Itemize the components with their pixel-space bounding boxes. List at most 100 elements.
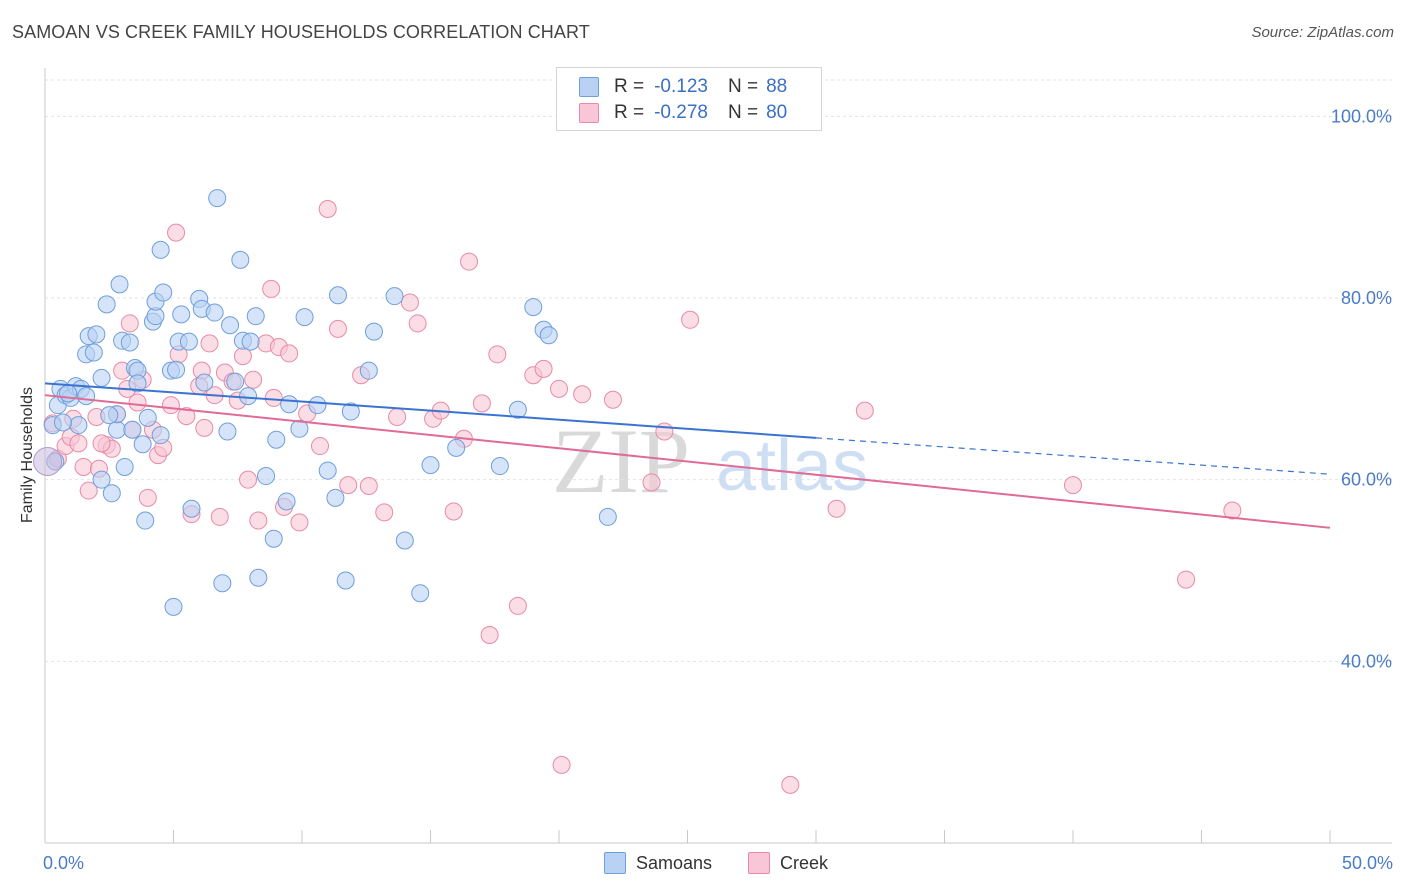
samoans-point xyxy=(133,435,152,454)
samoans-point xyxy=(326,488,345,507)
samoans-point xyxy=(447,438,466,457)
creek-point xyxy=(488,345,507,364)
samoans-point xyxy=(277,492,296,511)
samoans-point xyxy=(138,408,157,427)
samoans-point xyxy=(221,316,240,335)
samoans-point xyxy=(92,470,111,489)
creek-point xyxy=(472,394,491,413)
samoans-point xyxy=(167,360,186,379)
creek-point xyxy=(681,310,700,329)
samoans-point xyxy=(385,287,404,306)
creek-point xyxy=(359,477,378,496)
creek-point xyxy=(167,223,186,242)
samoans-point xyxy=(308,396,327,415)
samoans-point xyxy=(336,571,355,590)
samoans-point xyxy=(341,402,360,421)
samoans-point xyxy=(364,322,383,341)
creek-point xyxy=(318,199,337,218)
creek-point xyxy=(460,252,479,271)
samoans-point xyxy=(295,308,314,327)
creek-point xyxy=(573,385,592,404)
creek-point xyxy=(210,507,229,526)
creek-point xyxy=(200,334,219,353)
creek-point xyxy=(1223,501,1242,520)
creek-point xyxy=(290,513,309,532)
creek-point xyxy=(310,437,329,456)
samoans-trend-line xyxy=(44,382,817,439)
r-label: R = xyxy=(614,102,645,123)
legend-row-creek: R = -0.278 N = 80 xyxy=(579,101,787,125)
samoans-point xyxy=(87,325,106,344)
creek-point xyxy=(480,625,499,644)
creek-point xyxy=(328,319,347,338)
samoans-point xyxy=(69,416,88,435)
samoans-legend-swatch xyxy=(604,852,626,874)
source-label: Source: ZipAtlas.com xyxy=(1251,24,1394,41)
n-value-creek: 80 xyxy=(766,102,788,123)
samoans-point xyxy=(92,368,111,387)
creek-point xyxy=(534,359,553,378)
creek-point xyxy=(280,344,299,363)
samoans-point xyxy=(328,286,347,305)
r-value-samoans: -0.123 xyxy=(654,76,708,97)
creek-point xyxy=(79,481,98,500)
samoans-point xyxy=(182,499,201,518)
creek-point xyxy=(69,434,88,453)
creek-point xyxy=(195,418,214,437)
n-value-samoans: 88 xyxy=(766,76,788,97)
samoans-point xyxy=(359,361,378,380)
legend-item-samoans: Samoans xyxy=(604,852,712,874)
creek-point xyxy=(74,457,93,476)
legend-item-creek: Creek xyxy=(748,852,828,874)
creek-point xyxy=(508,596,527,615)
samoans-point xyxy=(249,568,268,587)
samoans-point xyxy=(53,413,72,432)
samoans-point xyxy=(226,372,245,391)
samoans-point xyxy=(257,467,276,486)
creek-point xyxy=(177,407,196,426)
stats-legend: R = -0.123 N = 88 R = -0.278 N = 80 xyxy=(556,67,822,131)
creek-point xyxy=(552,755,571,774)
samoans-point xyxy=(164,597,183,616)
creek-point xyxy=(444,502,463,521)
creek-swatch xyxy=(579,103,599,123)
samoans-point xyxy=(318,461,337,480)
samoans-point xyxy=(59,384,78,403)
samoans-point xyxy=(84,343,103,362)
samoans-point xyxy=(208,189,227,208)
samoans-point xyxy=(123,420,142,439)
samoans-point xyxy=(280,395,299,414)
samoans-point xyxy=(100,406,119,425)
n-label: N = xyxy=(727,102,759,123)
creek-point xyxy=(655,422,674,441)
samoans-point xyxy=(115,457,134,476)
creek-point xyxy=(550,379,568,398)
samoans-point xyxy=(97,295,116,314)
samoans-point xyxy=(241,332,260,351)
y-tick-label: 40.0% xyxy=(1341,651,1392,671)
series-legend: Samoans Creek xyxy=(604,852,864,874)
creek-trend-line xyxy=(44,394,1331,529)
samoans-point xyxy=(154,283,173,302)
creek-point xyxy=(375,503,394,522)
y-tick-label: 80.0% xyxy=(1341,288,1392,308)
creek-point xyxy=(264,388,283,407)
samoans-point xyxy=(267,430,286,449)
samoans-point xyxy=(290,419,309,438)
samoans-point xyxy=(195,373,214,392)
samoans-point xyxy=(539,326,558,345)
creek-point xyxy=(244,370,263,389)
creek-point xyxy=(249,511,268,530)
y-tick-label: 60.0% xyxy=(1341,470,1392,490)
creek-point xyxy=(642,473,661,492)
legend-row-samoans: R = -0.123 N = 88 xyxy=(579,75,787,99)
creek-point xyxy=(262,279,281,298)
n-label: N = xyxy=(727,76,759,97)
creek-point xyxy=(239,470,258,489)
samoans-point xyxy=(508,400,527,419)
samoans-point xyxy=(172,305,191,324)
samoans-trend-extension xyxy=(815,437,1331,475)
r-value-creek: -0.278 xyxy=(654,102,708,123)
samoans-point xyxy=(151,426,170,445)
